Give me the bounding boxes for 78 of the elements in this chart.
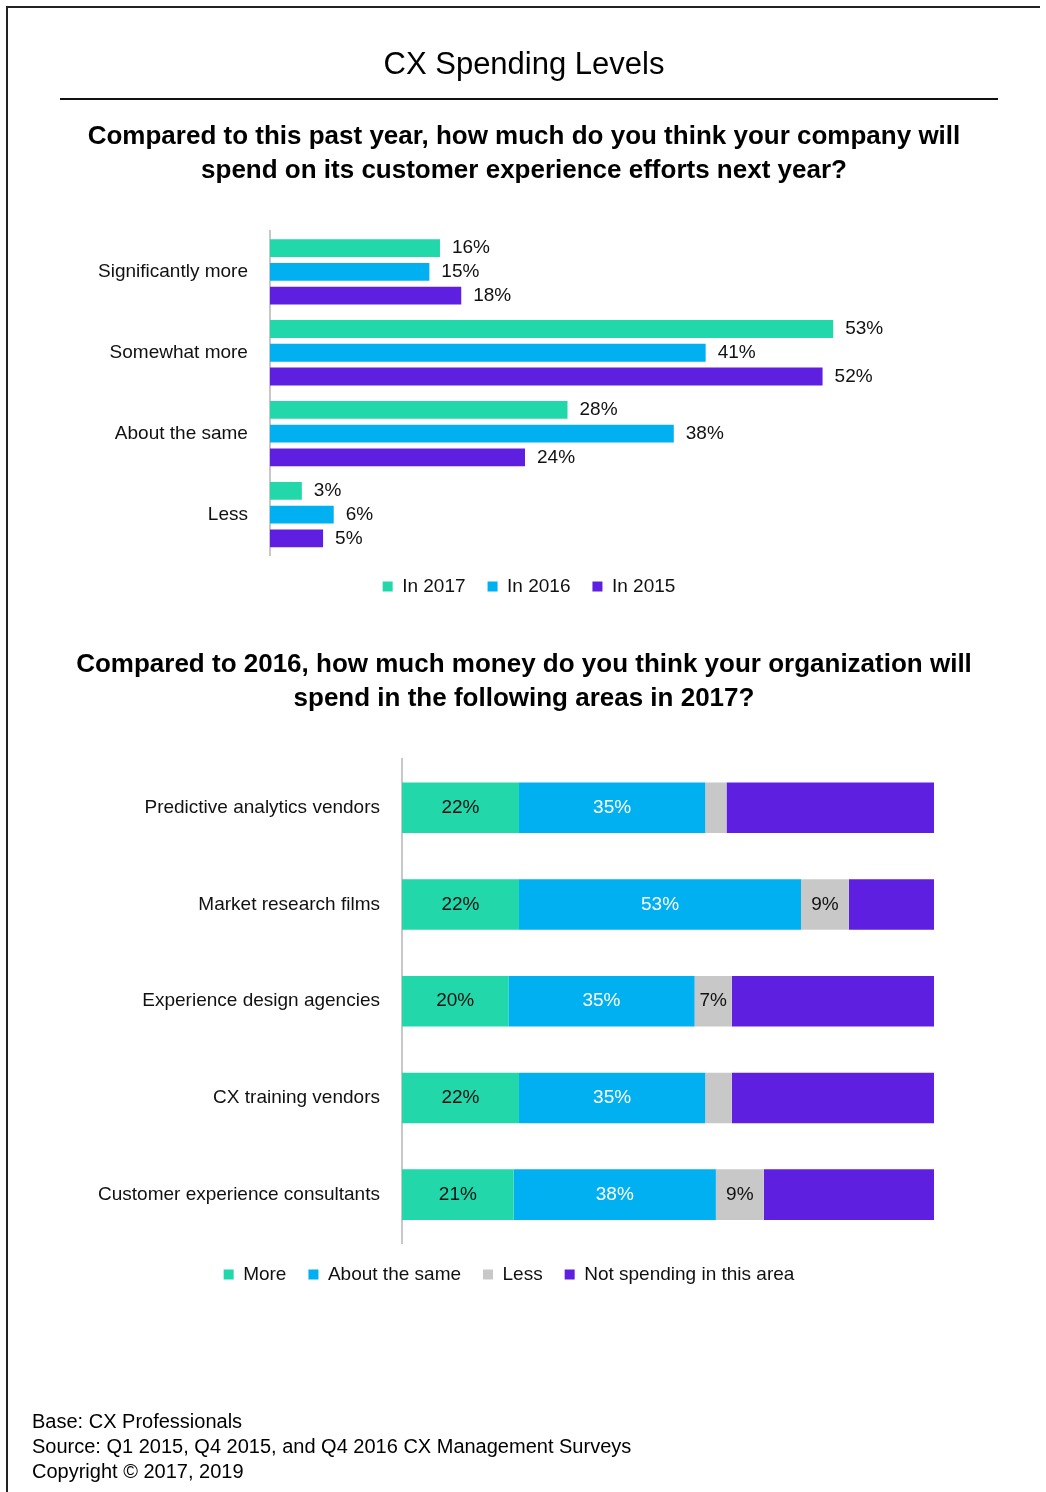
bar xyxy=(269,529,324,548)
bar xyxy=(269,448,525,467)
legend-label: Less xyxy=(502,1262,543,1284)
legend-label: About the same xyxy=(327,1262,462,1284)
data-label: 41% xyxy=(717,340,756,362)
bar xyxy=(401,879,520,930)
data-label: 9% xyxy=(811,892,839,914)
y-tick-label: Customer experience consultants xyxy=(97,1182,380,1204)
y-tick-label: CX training vendors xyxy=(213,1086,380,1108)
data-label: 21% xyxy=(438,1182,477,1204)
bar xyxy=(731,975,934,1027)
y-tick-label: Somewhat more xyxy=(109,340,248,362)
data-label: 28% xyxy=(579,398,618,420)
data-label: 16% xyxy=(451,236,491,258)
bar xyxy=(715,1169,764,1220)
y-tick-label: Experience design agencies xyxy=(142,989,380,1011)
y-tick-label: Market research films xyxy=(198,892,380,914)
bar xyxy=(705,1072,732,1124)
bar xyxy=(269,424,674,443)
bar xyxy=(519,879,801,930)
data-label: 53% xyxy=(845,317,884,339)
chart-subtitle: Compared to this past year, how much do you think your company will spend on its customer experience efforts next year? xyxy=(86,119,962,186)
bar xyxy=(269,239,440,258)
data-label: 18% xyxy=(473,283,512,305)
bar xyxy=(513,1169,716,1220)
data-label: 22% xyxy=(441,892,480,914)
data-label: 38% xyxy=(685,421,724,443)
source-note: Source: Q1 2015, Q4 2015, and Q4 2016 CX Management Surveys xyxy=(32,1434,632,1459)
bar xyxy=(269,505,334,524)
bar xyxy=(519,1072,706,1124)
data-label: 24% xyxy=(537,445,576,467)
data-label: 22% xyxy=(441,795,480,817)
bar xyxy=(508,975,695,1027)
bar xyxy=(269,367,823,386)
data-label: 6% xyxy=(345,502,374,524)
data-label: 35% xyxy=(593,1086,632,1108)
data-label: 15% xyxy=(441,260,480,282)
bar xyxy=(269,343,706,362)
data-label: 5% xyxy=(335,526,363,548)
data-label: 22% xyxy=(441,1086,480,1108)
legend-label: More xyxy=(243,1262,287,1284)
bar xyxy=(848,879,934,930)
bar xyxy=(269,262,430,281)
bar xyxy=(800,879,849,930)
bar xyxy=(763,1169,934,1220)
bar xyxy=(401,1072,520,1124)
bar xyxy=(731,1072,934,1124)
bar xyxy=(269,320,834,338)
data-label: 35% xyxy=(582,989,621,1011)
bar xyxy=(269,481,302,500)
data-label: 3% xyxy=(313,479,342,501)
data-label: 20% xyxy=(436,989,475,1011)
text: Base: CX Professionals xyxy=(32,1409,244,1434)
y-tick-label: Significantly more xyxy=(98,260,248,282)
bar xyxy=(401,782,520,834)
bar xyxy=(519,782,706,834)
bar xyxy=(269,286,462,305)
bar xyxy=(401,1169,514,1220)
data-label: 35% xyxy=(593,795,632,817)
y-tick-label: About the same xyxy=(114,421,248,443)
bar xyxy=(269,401,568,419)
bar xyxy=(726,782,934,834)
data-label: 9% xyxy=(726,1182,754,1204)
legend-label: In 2015 xyxy=(611,574,676,596)
y-tick-label: Predictive analytics vendors xyxy=(144,795,380,817)
y-tick-label: Less xyxy=(207,502,248,524)
legend-label: In 2017 xyxy=(402,574,466,596)
chart-title: CX Spending Levels xyxy=(382,46,666,82)
legend-label: In 2016 xyxy=(507,574,571,596)
text: Copyright © 2017, 2019 xyxy=(32,1459,245,1484)
data-label: 38% xyxy=(595,1182,634,1204)
data-label: 53% xyxy=(640,892,680,914)
legend-label: Not spending in this area xyxy=(584,1262,795,1284)
data-label: 7% xyxy=(699,989,728,1011)
data-label: 52% xyxy=(834,364,873,386)
chart-title: Compared to 2016, how much money do you think your organization will spend in the following areas in 2017? xyxy=(75,647,973,714)
bar xyxy=(401,975,509,1027)
bar xyxy=(705,782,727,834)
